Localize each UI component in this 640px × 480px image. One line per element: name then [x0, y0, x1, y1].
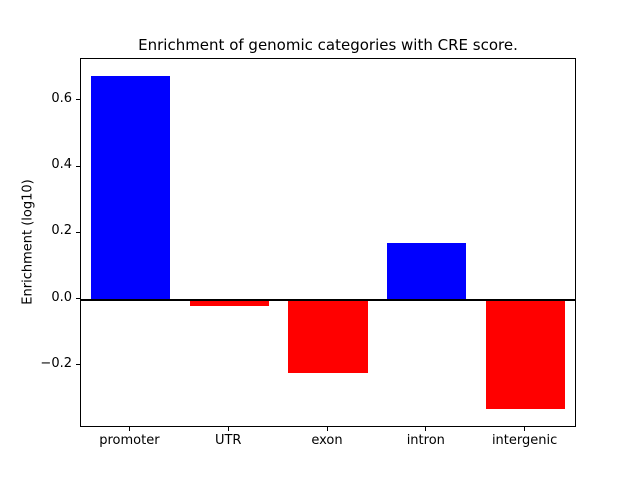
x-tick-label-exon: exon: [311, 433, 343, 448]
y-tick-mark: [76, 298, 80, 300]
zero-line: [81, 298, 575, 301]
y-tick-label: 0.0: [51, 289, 72, 305]
x-tick-mark: [326, 427, 328, 431]
x-tick-mark: [524, 427, 526, 431]
x-tick-label-intergenic: intergenic: [491, 433, 558, 448]
y-tick-label: 0.6: [51, 90, 72, 106]
x-tick-mark: [425, 427, 427, 431]
x-tick-mark: [227, 427, 229, 431]
x-tick-label-UTR: UTR: [214, 433, 242, 448]
plot-area: [80, 58, 576, 427]
bar-intron: [387, 243, 467, 300]
y-axis-label: Enrichment (log10): [20, 179, 36, 305]
y-tick-mark: [76, 231, 80, 233]
x-tick-mark: [128, 427, 130, 431]
chart-title: Enrichment of genomic categories with CR…: [138, 36, 518, 54]
x-tick-label-promoter: promoter: [99, 433, 160, 448]
y-tick-mark: [76, 99, 80, 101]
y-tick-label: 0.2: [51, 223, 72, 239]
y-tick-label: −0.2: [40, 355, 72, 371]
bar-promoter: [90, 75, 170, 300]
y-tick-label: 0.4: [51, 157, 72, 173]
bar-intergenic: [486, 299, 566, 410]
bar-UTR: [189, 299, 269, 307]
y-tick-mark: [76, 165, 80, 167]
x-tick-label-intron: intron: [406, 433, 445, 448]
bar-exon: [288, 299, 368, 373]
y-tick-mark: [76, 364, 80, 366]
